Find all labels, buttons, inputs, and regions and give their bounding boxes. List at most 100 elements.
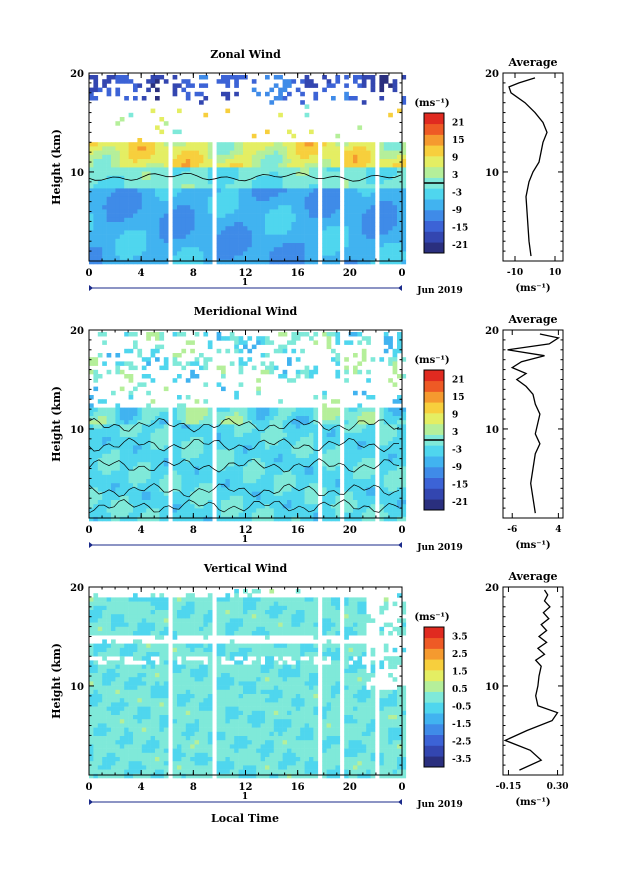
heatmap-cell [194, 420, 200, 425]
colorbar-units: (ms⁻¹) [414, 355, 449, 366]
heatmap-cell [194, 238, 200, 244]
heatmap-cell [89, 702, 94, 707]
heatmap-cell [194, 512, 200, 518]
heatmap-cell [93, 660, 99, 665]
heatmap-cell [361, 251, 367, 256]
heatmap-cell [137, 437, 143, 442]
heatmap-cell [392, 217, 398, 223]
heatmap-cell [309, 428, 314, 434]
heatmap-cell [177, 222, 182, 227]
heatmap-cell [348, 154, 354, 160]
heatmap-cell [370, 407, 376, 413]
heatmap-cell [234, 432, 239, 438]
heatmap-cell [163, 424, 169, 429]
heatmap-cell [93, 407, 99, 413]
heatmap-cell [221, 386, 226, 392]
heatmap-cell [265, 243, 270, 248]
heatmap-cell [141, 184, 147, 189]
heatmap-cell [273, 428, 279, 434]
heatmap-cell [159, 117, 165, 122]
heatmap-cell [287, 407, 292, 413]
heatmap-cell [203, 466, 209, 471]
heatmap-cell [128, 516, 134, 522]
heatmap-cell [106, 761, 112, 766]
heatmap-cell [256, 428, 261, 434]
heatmap-cell [155, 222, 160, 227]
heatmap-cell [326, 470, 332, 476]
heatmap-cell [146, 180, 151, 185]
heatmap-cell [282, 407, 288, 413]
heatmap-cell [124, 752, 129, 758]
heatmap-cell [124, 681, 129, 686]
heatmap-cell [124, 361, 129, 366]
heatmap-cell [216, 432, 222, 438]
heatmap-cell [335, 167, 341, 172]
heatmap-cell [300, 184, 305, 189]
heatmap-cell [234, 196, 239, 202]
heatmap-cell [370, 516, 376, 522]
heatmap-cell [361, 213, 367, 219]
heatmap-cell [97, 731, 103, 737]
heatmap-cell [392, 163, 398, 168]
heatmap-cell [185, 230, 191, 235]
heatmap-cell [278, 255, 283, 261]
heatmap-cell [370, 357, 376, 362]
heatmap-cell [225, 243, 231, 248]
heatmap-cell [383, 474, 389, 480]
heatmap-cell [344, 83, 349, 88]
heatmap-cell [115, 163, 121, 168]
heatmap-cell [370, 79, 376, 84]
heatmap-cell [106, 222, 112, 227]
heatmap-cell [243, 508, 248, 513]
heatmap-cell [199, 512, 204, 518]
heatmap-cell [291, 416, 297, 421]
heatmap-cell [111, 504, 116, 509]
heatmap-cell [102, 196, 107, 202]
heatmap-cell [291, 222, 297, 227]
profile-units: (ms⁻¹) [515, 283, 550, 294]
heatmap-cell [353, 175, 358, 181]
heatmap-cell [234, 479, 239, 484]
heatmap-cell [361, 175, 367, 181]
heatmap-cell [159, 163, 165, 168]
heatmap-cell [194, 453, 200, 459]
heatmap-cell [370, 453, 376, 459]
heatmap-cell [194, 243, 200, 248]
heatmap-cell [322, 255, 327, 261]
heatmap-cell [291, 209, 297, 214]
heatmap-cell [106, 702, 112, 707]
heatmap-cell [379, 504, 385, 509]
heatmap-cell [326, 332, 332, 337]
heatmap-cell [370, 171, 376, 177]
heatmap-cell [97, 610, 103, 615]
heatmap-cell [163, 213, 169, 219]
heatmap-cell [93, 748, 99, 754]
heatmap-cell [93, 87, 99, 93]
heatmap-cell [331, 230, 336, 235]
heatmap-cell [366, 75, 371, 80]
heatmap-cell [128, 251, 134, 256]
heatmap-cell [190, 411, 195, 417]
heatmap-cell [229, 411, 235, 417]
heatmap-cell [326, 487, 332, 492]
heatmap-cell [185, 255, 191, 261]
heatmap-cell [106, 689, 112, 695]
heatmap-cell [260, 449, 266, 455]
heatmap-cell [185, 441, 191, 446]
heatmap-cell [194, 184, 200, 189]
colorbar-segment [424, 413, 444, 425]
heatmap-cell [229, 226, 235, 231]
heatmap-cell [172, 495, 178, 501]
heatmap-cell [159, 184, 165, 189]
heatmap-cell [392, 416, 398, 421]
heatmap-cell [331, 424, 336, 429]
heatmap-cell [273, 259, 279, 265]
heatmap-cell [216, 365, 222, 371]
heatmap-cell [93, 213, 99, 219]
heatmap-cell [401, 213, 407, 219]
heatmap-cell [322, 230, 327, 235]
heatmap-cell [97, 453, 103, 459]
heatmap-cell [97, 188, 103, 193]
heatmap-cell [97, 196, 103, 202]
heatmap-cell [137, 466, 143, 471]
